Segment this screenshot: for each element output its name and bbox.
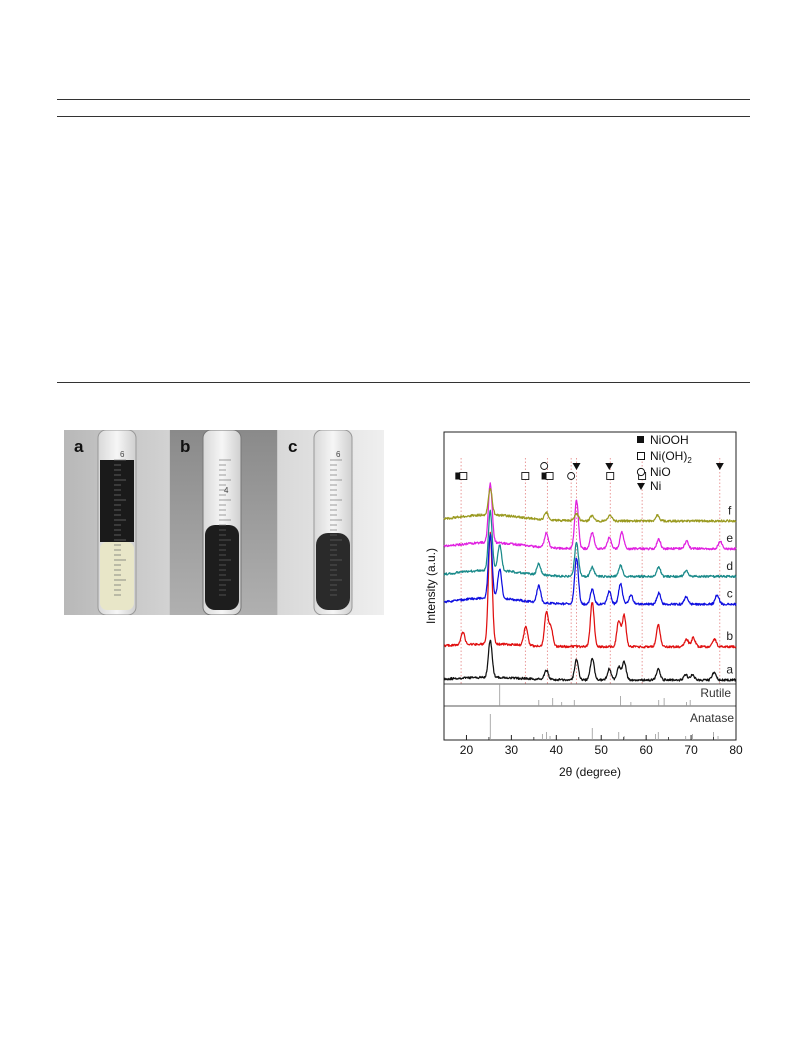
vial-b-scale-mark: 4 [224,486,229,495]
legend-symbol-niooh [637,436,644,443]
x-tick-label-20: 20 [460,743,474,757]
legend-label-niooh: NiOOH [650,433,689,447]
series-label-b: b [726,629,733,643]
photo-label-c: c [288,437,297,456]
xrd-series-f [443,487,737,523]
y-axis-label: Intensity (a.u.) [424,548,438,624]
photo-label-b: b [180,437,190,456]
phase-marker-open-circle-6 [567,472,576,480]
x-tick-label-70: 70 [684,743,698,757]
series-label-d: d [726,559,733,573]
vial-c [313,430,353,615]
vial-graduations [114,459,342,596]
xrd-series-b [443,531,737,649]
phase-marker-open-circle-3 [540,462,549,470]
vial-b [202,430,242,615]
xrd-series-e [443,482,737,551]
vial-photo-panel: a b c 6 4 6 [64,430,384,615]
x-tick-label-40: 40 [550,743,564,757]
phase-marker-filled-square-0 [455,472,463,480]
phase-marker-filled-square-4 [541,472,549,480]
phase-marker-filled-triangle-down-11 [715,463,724,470]
vial-photos: a b c 6 4 6 [64,430,384,615]
phase-marker-open-square-1 [459,472,468,480]
legend-symbol-nio [636,467,646,477]
legend-subscript: 2 [687,456,692,465]
x-tick-label-30: 30 [505,743,519,757]
xrd-series-d [443,509,737,579]
legend-symbol-ni [637,483,645,490]
xrd-series-a [443,639,737,682]
legend-label-ni: Ni [650,479,661,493]
top-rule-1 [57,99,750,100]
phase-marker-open-square-8 [606,472,615,480]
phase-marker-open-square-5 [545,472,554,480]
legend-label-nio: NiO [650,465,671,479]
series-label-f: f [728,503,732,517]
series-label-e: e [726,531,733,545]
middle-rule [57,382,750,383]
legend-symbol-nioh2 [637,452,645,460]
phase-marker-filled-triangle-down-9 [605,463,614,470]
rutile-label: Rutile [700,686,731,700]
legend: NiOOH Ni(OH)2 NiO Ni [636,433,692,493]
top-rule-2 [57,116,750,117]
x-tick-label-50: 50 [595,743,609,757]
phase-marker-open-square-2 [521,472,530,480]
vial-a-scale-mark: 6 [120,450,125,459]
legend-label-nioh2: Ni(OH)2 [650,449,692,465]
x-axis-label: 2θ (degree) [559,765,621,779]
photo-label-a: a [74,437,84,456]
xrd-series-c [443,533,737,606]
series-label-c: c [727,587,733,601]
vial-a [97,430,137,615]
phase-marker-filled-triangle-down-7 [572,463,581,470]
x-tick-label-80: 80 [729,743,743,757]
vial-c-scale-mark: 6 [336,450,341,459]
series-label-a: a [726,662,733,676]
x-tick-label-60: 60 [639,743,653,757]
anatase-label: Anatase [690,711,734,725]
